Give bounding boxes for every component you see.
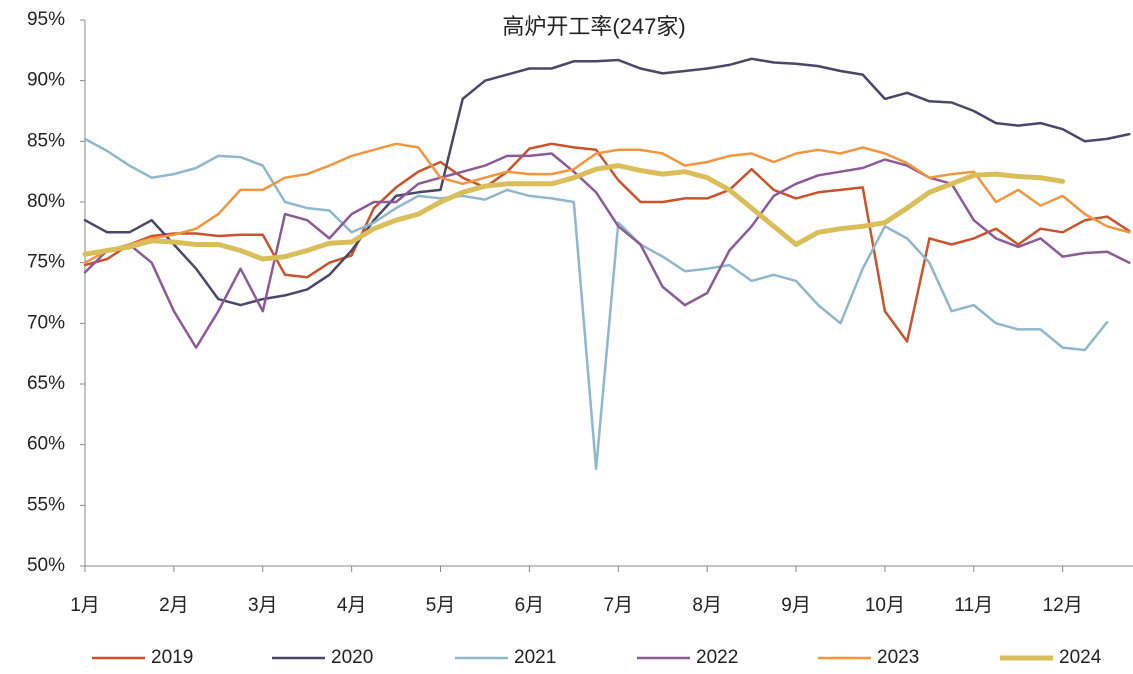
x-tick-label: 12月 [1043, 595, 1083, 616]
x-tick-label: 1月 [70, 595, 100, 616]
series-line [83, 152, 1131, 349]
x-tick-label: 5月 [426, 595, 456, 616]
series-line [83, 142, 1131, 264]
x-tick-label: 11月 [954, 595, 993, 616]
legend-label: 2020 [331, 647, 373, 668]
y-tick-label: 60% [27, 434, 65, 455]
x-tick-label: 7月 [603, 595, 633, 616]
x-tick-label: 9月 [781, 595, 811, 616]
y-tick-label: 90% [27, 70, 65, 91]
series-line [82, 163, 1066, 262]
chart-title: 高炉开工率(247家) [502, 14, 685, 39]
legend-label: 2024 [1059, 647, 1102, 668]
series-line [83, 57, 1131, 307]
y-tick-label: 65% [27, 373, 65, 394]
legend-label: 2021 [514, 647, 556, 668]
y-tick-label: 50% [27, 555, 65, 576]
legend-label: 2022 [696, 647, 738, 668]
y-tick-label: 80% [27, 191, 65, 212]
x-tick-label: 10月 [865, 595, 905, 616]
legend-label: 2023 [877, 647, 919, 668]
x-tick-label: 3月 [248, 595, 278, 616]
y-tick-label: 70% [27, 312, 65, 333]
x-tick-label: 4月 [337, 595, 367, 616]
y-tick-label: 75% [27, 252, 65, 273]
series-line [83, 137, 1109, 471]
y-tick-label: 95% [27, 9, 65, 30]
y-tick-label: 85% [27, 130, 65, 151]
x-tick-label: 2月 [159, 595, 189, 616]
x-tick-label: 8月 [692, 595, 722, 616]
y-tick-label: 55% [27, 494, 65, 515]
x-tick-label: 6月 [515, 595, 545, 616]
legend-label: 2019 [151, 647, 193, 668]
